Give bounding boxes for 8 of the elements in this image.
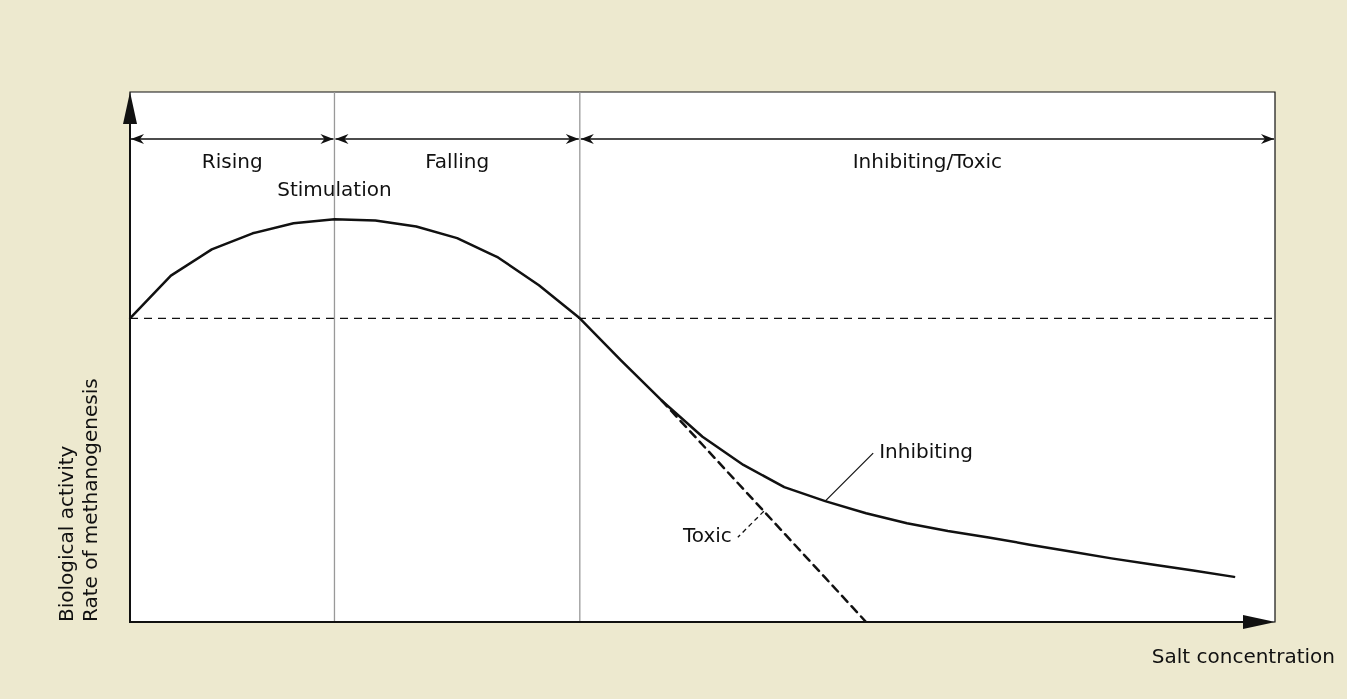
- text: Inhibiting: [879, 439, 974, 464]
- legend-label: Toxic: [682, 523, 732, 548]
- text: Falling: [425, 149, 490, 174]
- text: Rising: [201, 149, 263, 174]
- x-axis-title: Salt concentration: [1151, 644, 1335, 669]
- y-axis-title: Biological activity Rate of methanogenesis: [54, 378, 103, 622]
- text: Inhibiting/Toxic: [852, 149, 1003, 174]
- text: Stimulation: [277, 177, 392, 202]
